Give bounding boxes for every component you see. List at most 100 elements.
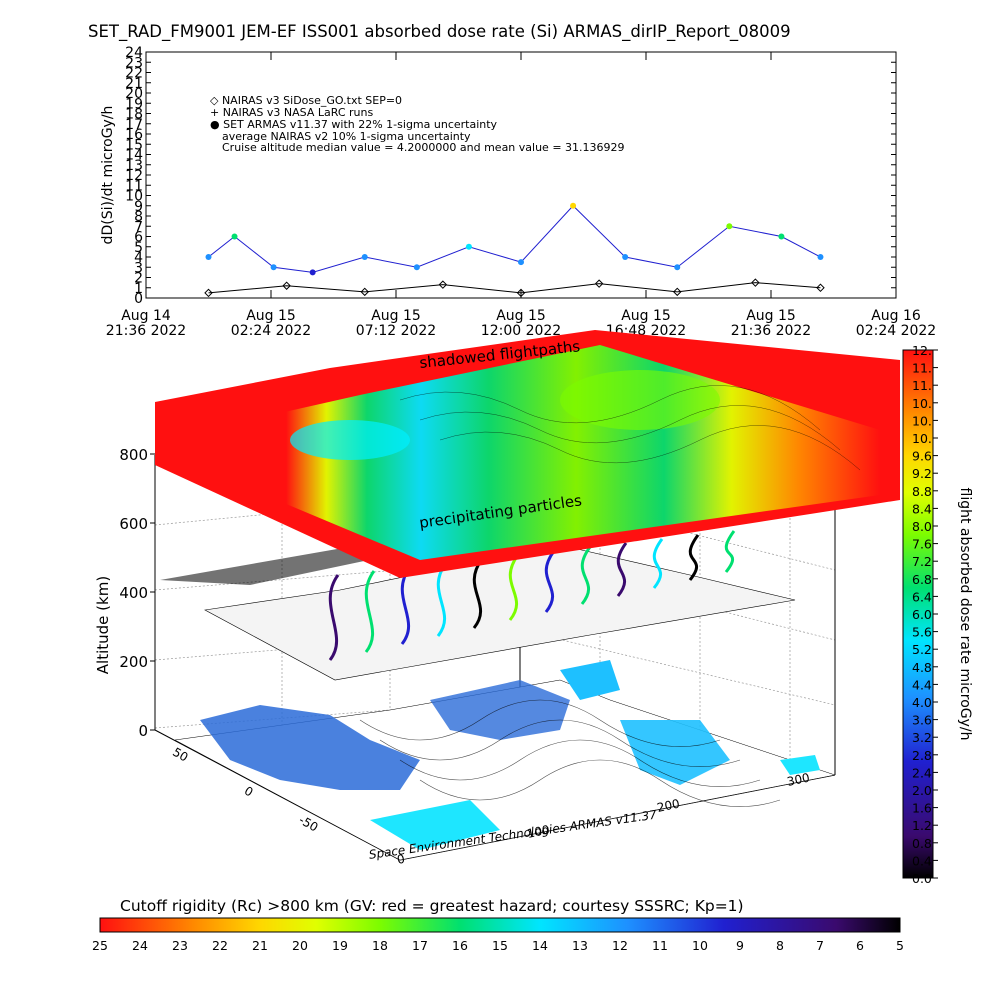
armas-point	[361, 254, 368, 260]
lon-tick-label: 200	[656, 796, 681, 814]
armas-point	[231, 233, 238, 240]
right-colorbar-tick: 4.0	[912, 695, 932, 710]
bottom-colorbar-tick: 17	[412, 938, 428, 953]
bottom-colorbar-tick: 9	[736, 938, 744, 953]
x-tick-label: 21:36 2022	[106, 323, 186, 339]
bottom-colorbar-tick: 10	[692, 938, 708, 953]
right-colorbar-tick: 9.6	[912, 449, 932, 464]
right-colorbar-ticks: 0.0 0.4 0.8 1.2 1.6 2.0 2.4 2.8 3.2 3.6 4.0 4.4 4.8 5…	[912, 343, 938, 886]
bottom-colorbar-tick: 25	[92, 938, 108, 953]
y-tick-label: 12	[125, 168, 143, 184]
right-colorbar-tick: 10.	[912, 396, 932, 411]
x-tick-label: 02:24 2022	[856, 323, 936, 339]
right-colorbar-label: flight absorbed dose rate microGy/h	[957, 488, 973, 741]
flight-track	[544, 550, 556, 613]
y-tick-label: 7	[134, 219, 143, 235]
y-tick-label: 3	[134, 260, 143, 276]
right-colorbar-tick: 5.2	[912, 642, 932, 657]
right-colorbar-tick: 12.	[912, 343, 932, 358]
y-tick-label: 17	[125, 117, 143, 133]
y-tick-label: 0	[134, 291, 143, 307]
right-colorbar-tick: 4.4	[912, 677, 932, 692]
bottom-colorbar-gradient	[99, 917, 901, 933]
right-colorbar-tick: 6.0	[912, 607, 932, 622]
y-tick-label: 18	[125, 107, 143, 123]
right-colorbar-tick: 0.8	[912, 836, 932, 851]
right-colorbar-tick: 0.0	[912, 871, 932, 886]
y-tick-label: 5	[134, 240, 143, 256]
right-colorbar-tick: 3.2	[912, 730, 932, 745]
nairas-point	[816, 283, 825, 292]
x-tick-label: 07:12 2022	[356, 323, 436, 339]
y-tick-label: 4	[134, 250, 143, 266]
right-colorbar-tick: 2.8	[912, 748, 932, 763]
y-tick-label: 10	[125, 189, 143, 205]
lat-tick-label: 0	[242, 784, 256, 800]
altitude-tick-label: 0	[138, 722, 148, 740]
y-tick-label: 24	[125, 45, 143, 61]
bottom-colorbar-tick: 6	[856, 938, 864, 953]
figure-title: SET_RAD_FM9001 JEM-EF ISS001 absorbed do…	[88, 22, 791, 41]
flight-track	[688, 534, 700, 581]
armas-point	[413, 264, 420, 271]
x-tick-label: Aug 14	[121, 308, 171, 324]
y-tick-label: 9	[134, 199, 143, 215]
nairas-point	[751, 278, 760, 287]
right-colorbar: 0.0 0.4 0.8 1.2 1.6 2.0 2.4 2.8 3.2 3.6 4.0 4.4 4.8 5…	[902, 343, 973, 886]
bottom-colorbar-tick: 14	[532, 938, 548, 953]
x-tick-label: 12:00 2022	[481, 323, 561, 339]
armas-point	[778, 233, 785, 240]
flight-track	[652, 538, 664, 589]
armas-point	[270, 264, 277, 271]
flight-track	[724, 530, 736, 573]
bottom-colorbar-tick: 19	[332, 938, 348, 953]
bottom-colorbar-tick: 20	[292, 938, 308, 953]
top-legend: ◇ NAIRAS v3 SiDose_GO.txt SEP=0 + NAIRAS…	[210, 94, 625, 154]
right-colorbar-tick: 9.2	[912, 466, 932, 481]
armas-point	[205, 254, 212, 260]
right-colorbar-tick: 2.4	[912, 765, 932, 780]
altitude-tick-label: 800	[119, 446, 148, 464]
right-colorbar-tick: 10.	[912, 413, 932, 428]
bottom-colorbar-tick: 12	[612, 938, 628, 953]
y-tick-label: 6	[134, 230, 143, 246]
right-colorbar-tick: 2.0	[912, 783, 932, 798]
legend-entry: ● SET ARMAS v11.37 with 22% 1-sigma unce…	[210, 118, 498, 131]
nairas-point	[594, 279, 604, 288]
bottom-colorbar-tick: 5	[896, 938, 904, 953]
nairas-point	[204, 288, 213, 298]
right-colorbar-tick: 6.4	[912, 589, 932, 604]
right-colorbar-tick: 10.	[912, 431, 932, 446]
x-tick-label: Aug 15	[496, 308, 546, 324]
right-colorbar-tick: 1.2	[912, 818, 932, 833]
right-colorbar-tick: 7.2	[912, 554, 932, 569]
y-tick-label: 15	[125, 137, 143, 153]
right-colorbar-tick: 0.4	[912, 853, 932, 868]
nairas-point	[673, 287, 682, 297]
flight-track	[616, 542, 628, 597]
x-tick-label: Aug 15	[371, 308, 421, 324]
bottom-colorbar-tick: 15	[492, 938, 508, 953]
y-tick-label: 16	[125, 127, 143, 143]
bottom-colorbar-tick: 22	[212, 938, 228, 953]
y-tick-label: 22	[125, 66, 143, 82]
series-line	[208, 205, 821, 273]
legend-entry: average NAIRAS v2 10% 1-sigma uncertaint…	[222, 130, 471, 143]
armas-point	[726, 223, 733, 230]
flight-track	[364, 570, 376, 653]
lon-tick-label: 100	[526, 822, 551, 840]
bottom-colorbar-tick: 23	[172, 938, 188, 953]
right-colorbar-tick: 11.	[912, 361, 932, 376]
bottom-colorbar-tick: 8	[776, 938, 784, 953]
y-tick-label: 20	[125, 86, 143, 102]
y-tick-label: 13	[125, 158, 143, 174]
legend-entry: ◇ NAIRAS v3 SiDose_GO.txt SEP=0	[210, 94, 402, 107]
armas-point	[309, 269, 316, 276]
lat-tick-label: 50	[170, 745, 190, 765]
